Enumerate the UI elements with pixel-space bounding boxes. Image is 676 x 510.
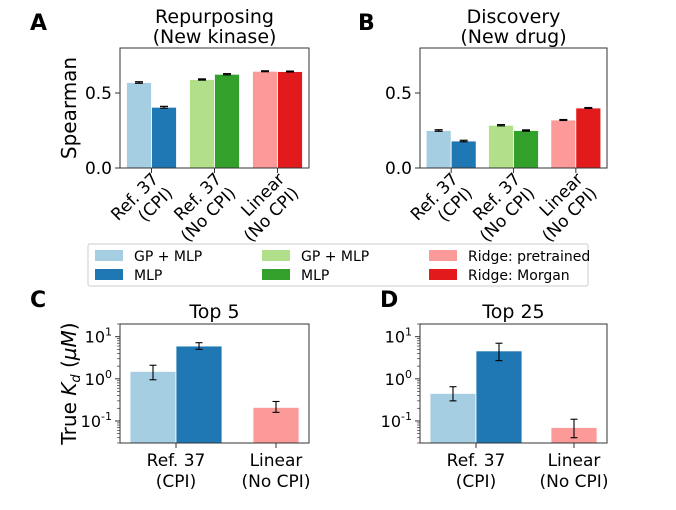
bar xyxy=(450,140,477,169)
tick-base: 10 xyxy=(85,370,105,389)
x-tick-label: Ref. 37(No CPI) xyxy=(469,169,539,246)
y-axis-label: Spearman xyxy=(57,57,81,159)
bar xyxy=(126,82,152,169)
legend-swatch xyxy=(262,269,290,280)
tick-base: 10 xyxy=(385,370,405,389)
tick-base: 10 xyxy=(85,328,105,347)
bar xyxy=(277,71,303,169)
tick-exponent: 1 xyxy=(105,326,112,339)
tick-exponent: -1 xyxy=(101,410,112,423)
panel-letter: D xyxy=(380,288,398,313)
bar xyxy=(425,130,452,169)
tick-exponent: 1 xyxy=(405,326,412,339)
bar xyxy=(475,350,523,444)
legend-swatch xyxy=(95,269,123,280)
axes-frame xyxy=(419,323,608,444)
x-tick-label-line: (No CPI) xyxy=(540,472,609,492)
legend-swatch xyxy=(429,269,457,280)
y-tick-label: 10-1 xyxy=(81,410,112,431)
chart-title-line: Repurposing xyxy=(155,6,274,28)
panel-letter: B xyxy=(358,11,375,36)
bar xyxy=(513,130,539,169)
x-tick-label-line: Ref. 37 xyxy=(447,451,506,471)
legend-swatch xyxy=(262,250,290,261)
bar xyxy=(575,107,602,169)
legend-swatch xyxy=(95,250,123,261)
x-tick-label-line: Linear xyxy=(250,451,303,471)
tick-exponent: -1 xyxy=(401,410,412,423)
y-tick-label: 101 xyxy=(85,326,112,347)
panel-letter: A xyxy=(30,11,47,36)
bar xyxy=(252,70,278,169)
tick-base: 10 xyxy=(381,412,401,431)
x-tick-label-line: (CPI) xyxy=(156,472,196,492)
bar xyxy=(488,124,514,169)
y-axis-label-part: ( xyxy=(57,360,81,374)
bar xyxy=(129,371,177,444)
y-axis-label-part: d xyxy=(69,374,84,383)
legend-label: MLP xyxy=(301,268,329,284)
bar xyxy=(175,345,223,444)
legend-label: Ridge: Morgan xyxy=(468,268,570,284)
legend-frame xyxy=(87,243,589,287)
tick-base: 10 xyxy=(81,412,101,431)
panel-b: B Discovery(New drug) 0.0 0.5 Ref. 37(CPI)Re… xyxy=(358,6,608,246)
tick-exponent: 0 xyxy=(105,368,112,381)
legend-label: GP + MLP xyxy=(301,249,369,265)
x-tick-label: Linear(No CPI) xyxy=(238,169,304,246)
y-tick-label: 100 xyxy=(85,368,112,389)
legend-label: MLP xyxy=(134,268,162,284)
legend-swatch xyxy=(429,250,457,261)
legend: GP + MLP GP + MLP Ridge: pretrained MLP MLP R… xyxy=(87,243,590,287)
chart-title-line: (New drug) xyxy=(460,26,566,48)
x-tick-label-line: (CPI) xyxy=(456,472,496,492)
panel-letter: C xyxy=(30,288,46,313)
bar xyxy=(189,79,215,169)
x-tick-label: Ref. 37(CPI) xyxy=(107,169,177,226)
axes-frame xyxy=(119,323,310,444)
y-axis-label: True Kd (µM) xyxy=(57,322,84,445)
y-tick-label: 0.5 xyxy=(385,84,412,104)
y-axis-label-part: True xyxy=(57,396,81,446)
y-tick-label: 101 xyxy=(385,326,412,347)
y-tick-label: 0.5 xyxy=(85,84,112,104)
y-tick-label: 0.0 xyxy=(85,159,112,179)
x-tick-label: Ref. 37(No CPI) xyxy=(170,169,240,246)
y-axis-label-part: K xyxy=(57,381,81,396)
x-tick-label-line: Linear xyxy=(548,451,601,471)
y-tick-label: 100 xyxy=(385,368,412,389)
tick-base: 10 xyxy=(385,328,405,347)
y-axis-label-part: ) xyxy=(57,322,81,330)
chart-title: Top 25 xyxy=(481,301,544,323)
legend-label: GP + MLP xyxy=(134,249,202,265)
bar xyxy=(550,119,577,169)
x-tick-label-line: (No CPI) xyxy=(242,472,311,492)
chart-title: Top 5 xyxy=(188,301,239,323)
chart-title-line: Discovery xyxy=(467,6,561,28)
bar xyxy=(214,73,240,169)
y-axis-label-part: µM xyxy=(57,330,81,361)
tick-exponent: 0 xyxy=(405,368,412,381)
y-tick-label: 10-1 xyxy=(381,410,412,431)
x-tick-label: Linear(No CPI) xyxy=(536,169,602,246)
bar xyxy=(151,106,177,169)
chart-title-line: (New kinase) xyxy=(153,26,277,48)
x-tick-label: Ref. 37(CPI) xyxy=(407,169,477,226)
legend-label: Ridge: pretrained xyxy=(468,249,590,265)
y-tick-label: 0.0 xyxy=(385,159,412,179)
x-tick-label-line: Ref. 37 xyxy=(147,451,206,471)
